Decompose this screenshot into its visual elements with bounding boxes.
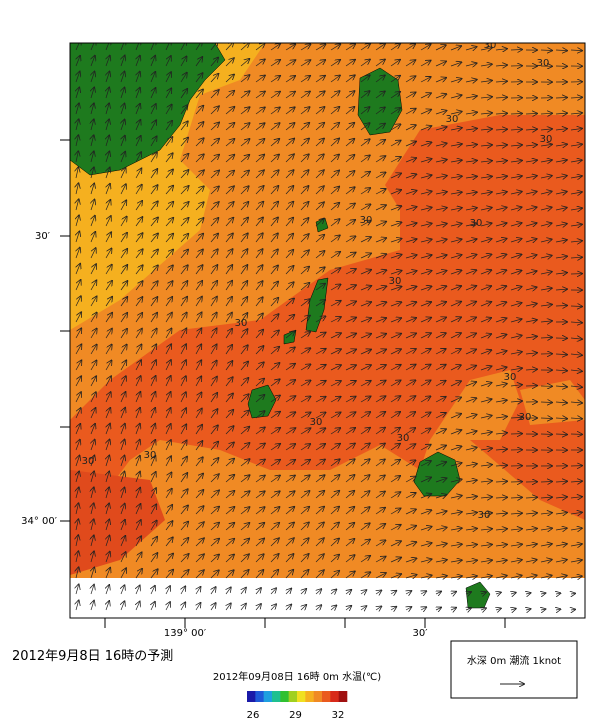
current-arrow (541, 50, 552, 51)
lon-label: 139° 00′ (164, 628, 207, 639)
contour-label: 30 (144, 450, 157, 461)
contour-label: 30 (397, 433, 410, 444)
colorbar-cell (280, 691, 289, 702)
current-arrow (541, 482, 552, 483)
lon-label: 30′ (413, 628, 429, 639)
colorbar-tick-label: 32 (332, 710, 345, 721)
colorbar-cell (339, 691, 348, 702)
contour-label: 30 (310, 417, 323, 428)
legend-label: 水深 0m 潮流 1knot (467, 654, 561, 667)
lat-label: 30′ (35, 231, 51, 242)
contour-label: 30 (540, 134, 553, 145)
contour-label: 30 (82, 456, 95, 467)
current-arrow (571, 306, 582, 307)
legend-box (451, 641, 577, 698)
colorbar-cell (264, 691, 273, 702)
colorbar-cell (322, 691, 331, 702)
colorbar-cell (330, 691, 339, 702)
current-arrow (541, 402, 552, 403)
contour-label: 30 (235, 318, 248, 329)
colorbar-cell (297, 691, 306, 702)
colorbar: 26 29 32 (247, 691, 348, 721)
colorbar-cell (255, 691, 264, 702)
colorbar-title: 2012年09月08日 16時 0m 水温(℃) (213, 670, 381, 683)
caption: 2012年9月8日 16時の予測 (12, 649, 173, 664)
contour-label: 30 (484, 40, 497, 51)
contour-label: 30 (537, 58, 550, 69)
contour-label: 30 (446, 114, 459, 125)
current-arrow (556, 306, 567, 307)
colorbar-cell (272, 691, 281, 702)
current-arrow (556, 98, 567, 99)
colorbar-cell (289, 691, 298, 702)
colorbar-tick-label: 26 (247, 710, 260, 721)
contour-label: 30 (504, 372, 517, 383)
current-arrow (526, 114, 537, 115)
contour-label: 30 (389, 276, 402, 287)
colorbar-cell (305, 691, 314, 702)
colorbar-tick-label: 29 (289, 710, 302, 721)
contour-label: 30 (519, 412, 532, 423)
colorbar-cell (314, 691, 323, 702)
current-arrow (556, 434, 567, 435)
current-arrow (511, 50, 522, 51)
colorbar-cell (247, 691, 256, 702)
current-arrow (511, 114, 522, 115)
contour-label: 30 (478, 510, 491, 521)
map-area: 30 30 30 30 30 30 30 30 30 30 30 30 30 30 30 (70, 40, 585, 618)
contour-label: 30 (360, 215, 373, 226)
current-arrow (541, 418, 552, 419)
contour-label: 30 (470, 218, 483, 229)
no-data-band (70, 578, 585, 618)
lat-label: 34° 00′ (21, 516, 58, 527)
